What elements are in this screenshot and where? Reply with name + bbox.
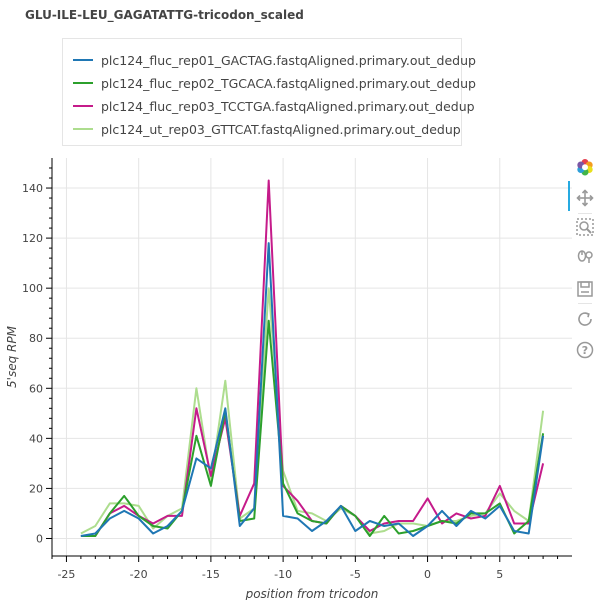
- axes: 0 20 40 60 80 100 120 140 -25 -20 -15 -10 -5 0 5: [22, 158, 572, 581]
- grid: [52, 158, 572, 556]
- series-line-2: [80, 319, 545, 537]
- legend-item[interactable]: plc124_fluc_rep01_GACTAG.fastqAligned.pr…: [73, 51, 476, 69]
- toolbar-separator: [578, 303, 592, 304]
- legend-swatch: [73, 59, 93, 61]
- y-tick-label: 80: [29, 332, 43, 345]
- y-tick-label: 140: [22, 182, 43, 195]
- x-tick-label: 0: [424, 568, 431, 581]
- x-tick-label: -5: [350, 568, 361, 581]
- series-line-3: [80, 179, 545, 537]
- legend-item[interactable]: plc124_fluc_rep03_TCCTGA.fastqAligned.pr…: [73, 97, 475, 115]
- legend-label: plc124_fluc_rep01_GACTAG.fastqAligned.pr…: [101, 52, 476, 68]
- y-tick-label: 120: [22, 232, 43, 245]
- legend-swatch: [73, 128, 93, 130]
- y-tick-label: 100: [22, 282, 43, 295]
- save-icon[interactable]: [576, 280, 594, 298]
- svg-text:?: ?: [582, 344, 588, 357]
- legend[interactable]: plc124_fluc_rep01_GACTAG.fastqAligned.pr…: [62, 38, 476, 146]
- y-tick-label: 40: [29, 432, 43, 445]
- legend-item[interactable]: plc124_fluc_rep02_TGCACA.fastqAligned.pr…: [73, 74, 476, 92]
- box-zoom-icon[interactable]: [576, 218, 594, 236]
- help-icon[interactable]: ?: [576, 341, 594, 359]
- x-axis-label: position from tricodon: [245, 587, 379, 600]
- legend-label: plc124_fluc_rep02_TGCACA.fastqAligned.pr…: [101, 75, 476, 91]
- pan-icon[interactable]: [576, 189, 594, 207]
- x-tick-label: 5: [496, 568, 503, 581]
- legend-label: plc124_fluc_rep03_TCCTGA.fastqAligned.pr…: [101, 98, 475, 114]
- y-axis-label: 5'seq RPM: [5, 325, 19, 388]
- y-tick-label: 0: [36, 532, 43, 545]
- bokeh-logo-icon[interactable]: [576, 158, 594, 176]
- x-tick-label: -25: [57, 568, 75, 581]
- active-tool-indicator: [568, 181, 570, 211]
- y-tick-label: 20: [29, 482, 43, 495]
- x-tick-label: -20: [130, 568, 148, 581]
- x-tick-label: -10: [274, 568, 292, 581]
- series-line-4: [80, 287, 545, 535]
- x-tick-label: -15: [202, 568, 220, 581]
- wheel-zoom-icon[interactable]: [576, 248, 594, 266]
- series-line-1: [80, 242, 545, 537]
- reset-icon[interactable]: [576, 310, 594, 328]
- y-tick-label: 60: [29, 382, 43, 395]
- legend-label: plc124_ut_rep03_GTTCAT.fastqAligned.prim…: [101, 121, 461, 137]
- legend-swatch: [73, 105, 93, 107]
- chart-title: GLU-ILE-LEU_GAGATATTG-tricodon_scaled: [25, 8, 304, 22]
- legend-swatch: [73, 82, 93, 84]
- toolbar-separator: [578, 213, 592, 214]
- legend-item[interactable]: plc124_ut_rep03_GTTCAT.fastqAligned.prim…: [73, 120, 461, 138]
- series-lines: [80, 179, 545, 537]
- toolbar: ?: [566, 152, 600, 372]
